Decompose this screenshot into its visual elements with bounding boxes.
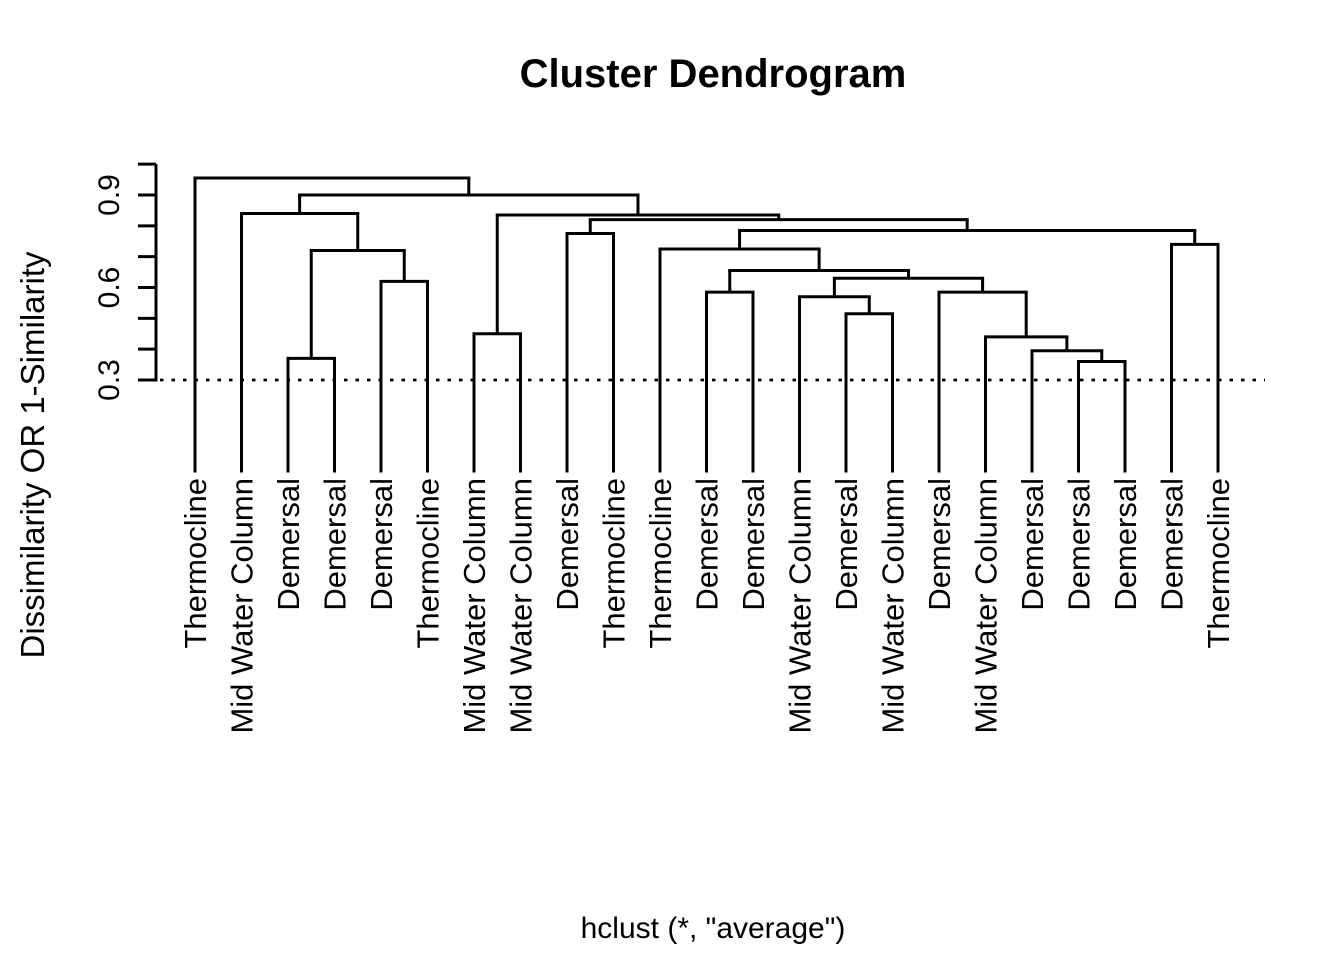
leaf-label: Demersal (922, 478, 957, 611)
leaf-label: Thermocline (643, 478, 678, 649)
leaf-label: Demersal (550, 478, 585, 611)
leaf-label: Mid Water Column (504, 478, 539, 734)
leaf-label: Thermocline (597, 478, 632, 649)
leaf-label: Mid Water Column (457, 478, 492, 734)
leaf-label: Demersal (318, 478, 353, 611)
leaf-label: Demersal (829, 478, 864, 611)
leaf-label: Demersal (1155, 478, 1190, 611)
leaf-label: Demersal (1015, 478, 1050, 611)
leaf-label: Thermocline (178, 478, 213, 649)
leaf-label: Demersal (736, 478, 771, 611)
chart-title: Cluster Dendrogram (519, 52, 907, 96)
leaf-label: Demersal (271, 478, 306, 611)
leaf-label: Mid Water Column (876, 478, 911, 734)
y-tick-label: 0.6 (93, 267, 126, 309)
leaf-label: Demersal (1108, 478, 1143, 611)
x-axis-subtitle: hclust (*, "average") (580, 912, 846, 945)
leaf-label: Demersal (364, 478, 399, 611)
y-tick-label: 0.9 (93, 174, 126, 216)
leaf-label: Demersal (1062, 478, 1097, 611)
leaf-label: Demersal (690, 478, 725, 611)
leaf-label: Mid Water Column (969, 478, 1004, 734)
leaf-label: Thermocline (1201, 478, 1236, 649)
y-tick-label: 0.3 (93, 359, 126, 401)
leaf-label: Thermocline (411, 478, 446, 649)
leaf-label: Mid Water Column (783, 478, 818, 734)
leaf-label: Mid Water Column (225, 478, 260, 734)
